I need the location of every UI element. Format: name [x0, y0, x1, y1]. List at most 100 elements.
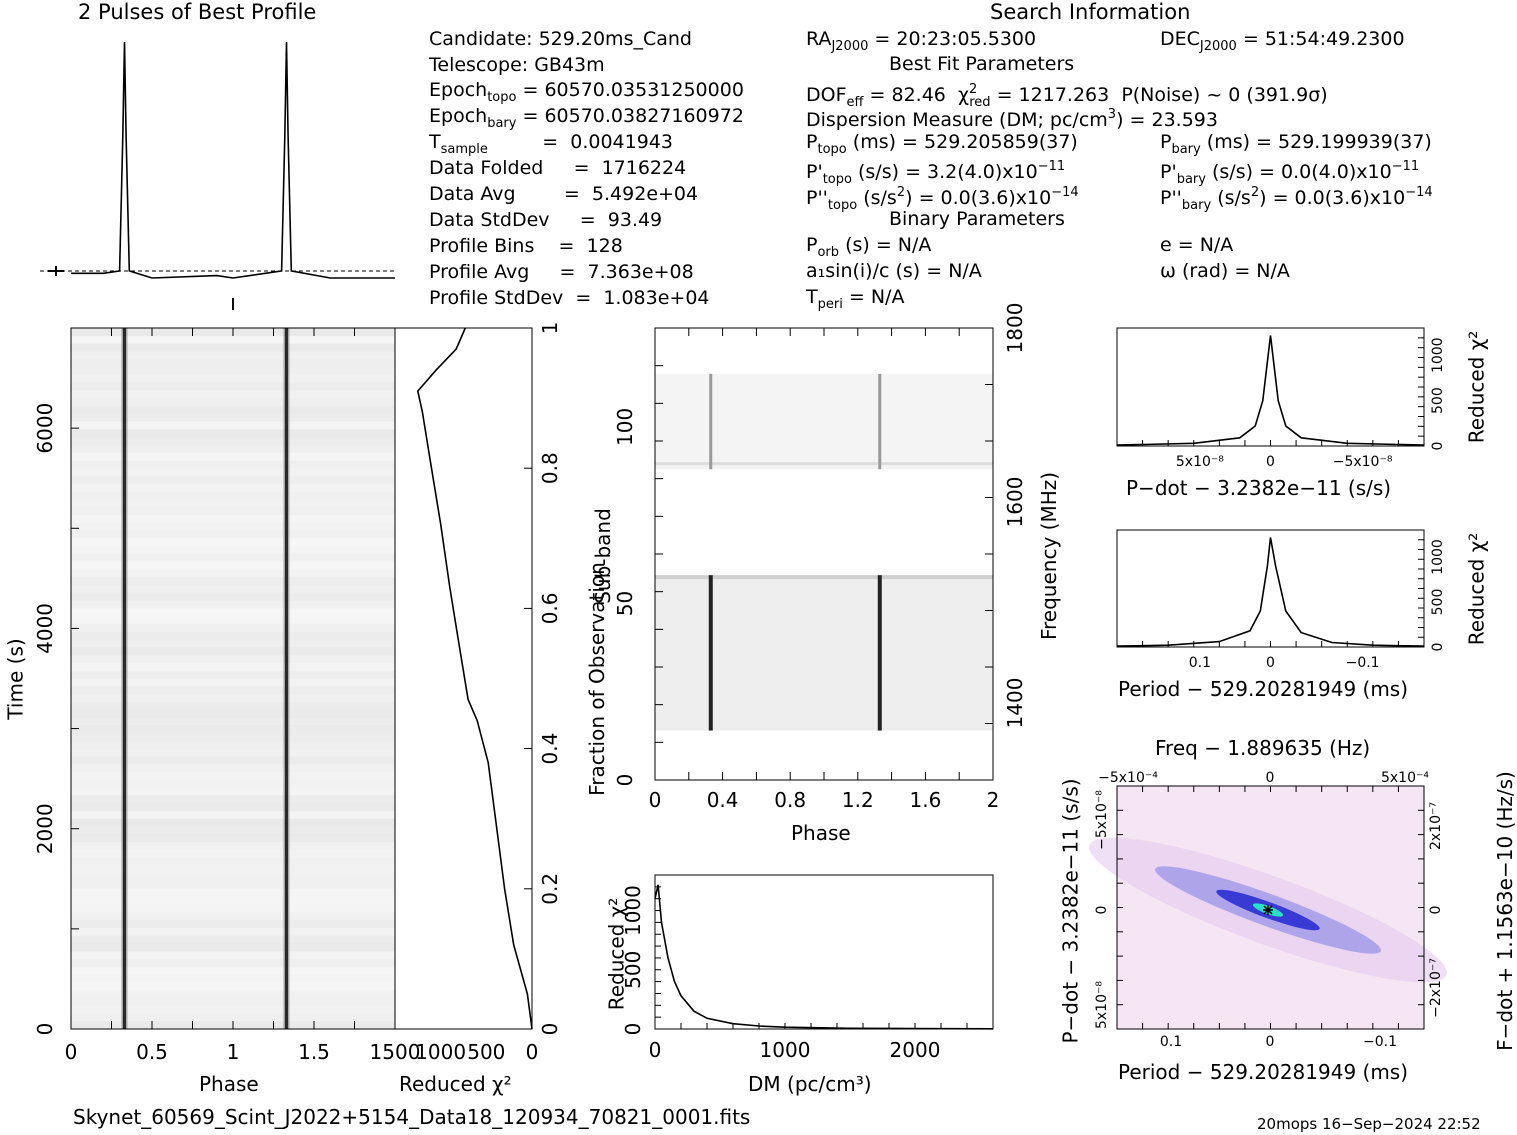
- x-tick-label: 1.2: [842, 788, 874, 812]
- y-tick-label: 0: [538, 1023, 562, 1036]
- timephase-row: [71, 616, 395, 625]
- x-tick-label: −0.1: [1346, 655, 1380, 671]
- plane-xlabel: Period − 529.20281949 (ms): [1118, 1060, 1409, 1084]
- timephase-row: [71, 460, 395, 469]
- x-tick-label: 5x10⁻⁸: [1176, 454, 1224, 470]
- pdot-ylabel: Reduced χ²: [1464, 330, 1489, 444]
- info-ptopo: Ptopo (ms) = 529.205859(37): [806, 131, 1078, 157]
- pdot-curve-line: [1116, 335, 1425, 446]
- timephase-row: [71, 421, 395, 430]
- timephase-row: [71, 639, 395, 648]
- timephase-row: [71, 507, 395, 516]
- timephase-row: [71, 351, 395, 360]
- x-tick-label: 0: [649, 788, 662, 812]
- dm-frame: [654, 874, 994, 1030]
- dm-plot: 0 1000 2000 0 500 1000: [621, 874, 994, 1062]
- timephase-row: [71, 382, 395, 391]
- timephase-row: [71, 826, 395, 835]
- period-ylabel: Reduced χ²: [1464, 532, 1489, 646]
- info-tsample: Tsample = 0.0041943: [429, 131, 673, 157]
- timephase-row: [71, 834, 395, 843]
- timephase-row: [71, 592, 395, 602]
- dm-ylabel: Reduced χ²: [604, 897, 629, 1011]
- x2-tick-label: 5x10⁻⁴: [1381, 770, 1429, 786]
- timephase-row: [71, 771, 395, 781]
- y2-tick-label: 2x10⁻⁷: [1428, 802, 1444, 850]
- timephase-row: [71, 623, 395, 633]
- subband-pulse-upper: [878, 373, 882, 470]
- timephase-row: [71, 857, 395, 866]
- plane-y2label: F−dot + 1.1563e−10 (Hz/s): [1492, 771, 1517, 1051]
- subband-ylabel: Sub-band: [590, 508, 615, 604]
- timephase-row: [71, 413, 395, 422]
- timephase-row: [71, 709, 395, 718]
- timephase-row: [71, 1005, 395, 1014]
- y-tick-label: 6000: [33, 403, 57, 454]
- info-epoch-topo: Epochtopo = 60570.03531250000: [429, 79, 744, 105]
- info-dof: DOFeff = 82.46 χ2red = 1217.263 P(Noise)…: [806, 82, 1328, 110]
- footer-filename: Skynet_60569_Scint_J2022+5154_Data18_120…: [73, 1105, 751, 1129]
- timephase-row: [71, 818, 395, 827]
- timephase-row: [71, 966, 395, 975]
- subband-lower-block: [655, 575, 993, 731]
- timephase-row: [71, 764, 395, 773]
- timephase-row: [71, 701, 395, 711]
- timephase-row: [71, 795, 395, 804]
- timephase-row: [71, 740, 395, 750]
- chi2time-frame: [394, 327, 533, 1030]
- timephase-row: [71, 888, 395, 898]
- info-dec: DECJ2000 = 51:54:49.2300: [1160, 28, 1405, 54]
- timephase-row: [71, 662, 395, 672]
- y-tick-label: 4000: [33, 603, 57, 654]
- info-pdot-topo: P'topo (s/s) = 3.2(4.0)x10−11: [806, 159, 1066, 187]
- timephase-row: [71, 475, 395, 485]
- timephase-row: [71, 670, 395, 679]
- x-tick-label: 0: [1266, 454, 1275, 470]
- x-tick-label: 0: [649, 1038, 662, 1062]
- profile-plot: [40, 41, 395, 310]
- subband-pulse-lower: [708, 575, 713, 731]
- timephase-row: [71, 429, 395, 438]
- timephase-row: [71, 343, 395, 352]
- info-a1: a₁sin(i)/c (s) = N/A: [806, 260, 982, 282]
- x-tick-label: 500: [467, 1040, 505, 1064]
- subband-edge: [655, 462, 993, 466]
- x-tick-label: −5x10⁻⁸: [1333, 454, 1393, 470]
- plane-ylabel: P−dot − 3.2382e−11 (s/s): [1058, 778, 1083, 1044]
- dm-curve-line: [654, 884, 994, 1030]
- x-tick-label: 0.1: [1189, 655, 1211, 671]
- timephase-row: [71, 600, 395, 609]
- timephase-row: [71, 514, 395, 524]
- p-pdot-plane-plot: 0.1 0 −0.1 −5x10⁻⁴ 0 5x10⁻⁴ 5x10⁻⁸ 0 −5x10⁻⁸ −2x1…: [1089, 770, 1447, 1050]
- timephase-row: [71, 935, 395, 944]
- plane-title: Freq − 1.889635 (Hz): [1155, 736, 1371, 760]
- timephase-row: [71, 553, 395, 563]
- info-dm: Dispersion Measure (DM; pc/cm3) = 23.593: [806, 107, 1218, 131]
- time-phase-plot: 0 0.5 1 1.5 0 2000 4000 6000: [33, 327, 396, 1064]
- timephase-row: [71, 912, 395, 921]
- x-tick-label: 0: [526, 1040, 539, 1064]
- info-data-avg: Data Avg = 5.492e+04: [429, 183, 699, 205]
- x-tick-label: 0.5: [136, 1040, 168, 1064]
- y-tick-label: −5x10⁻⁸: [1094, 790, 1110, 850]
- timephase-row: [71, 756, 395, 765]
- timephase-row: [71, 881, 395, 890]
- y-tick-label: 50: [613, 591, 637, 616]
- plane-best-marker: [1263, 905, 1273, 915]
- timephase-row: [71, 577, 395, 586]
- timephase-row: [71, 904, 395, 913]
- pulse-core: [122, 328, 126, 1029]
- timephase-row: [71, 865, 395, 874]
- y-tick-label: 500: [1430, 589, 1446, 616]
- chi2-time-line: [416, 327, 533, 1030]
- info-data-folded: Data Folded = 1716224: [429, 157, 687, 179]
- y-tick-label: 0.6: [538, 592, 562, 624]
- timephase-row: [71, 678, 395, 687]
- timephase-row: [71, 842, 395, 851]
- timephase-row: [71, 483, 395, 493]
- timephase-row: [71, 927, 395, 937]
- x-tick-label: 0: [65, 1040, 78, 1064]
- y-tick-label: 2000: [33, 803, 57, 854]
- timephase-row: [71, 779, 395, 789]
- x-tick-label: 2000: [890, 1038, 941, 1062]
